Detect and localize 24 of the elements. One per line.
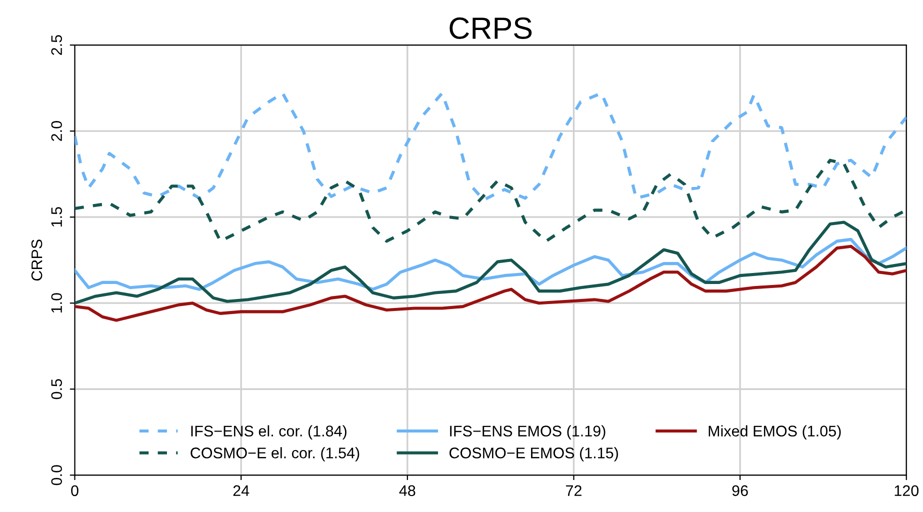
line-series [74, 220, 906, 305]
legend-label: COSMO−E EMOS (1.15) [450, 447, 618, 462]
x-tick-label: 24 [233, 485, 250, 496]
x-tick-label: 96 [732, 485, 748, 496]
y-tick-label: 2.0 [51, 121, 62, 141]
x-tick-label: 72 [566, 485, 582, 496]
legend-label: IFS−ENS EMOS (1.19) [450, 425, 606, 440]
y-tick-label: 2.5 [51, 35, 62, 55]
x-tick-label: 0 [71, 485, 78, 496]
x-tick-label: 120 [894, 485, 919, 496]
y-axis-title: CRPS [31, 240, 42, 281]
y-tick-label: 1.0 [51, 293, 62, 313]
legend-label: Mixed EMOS (1.05) [708, 425, 841, 440]
x-tick-label: 48 [399, 485, 416, 496]
line-series [74, 92, 906, 202]
line-series [74, 158, 906, 243]
legend-label: COSMO−E el. cor. (1.54) [190, 447, 360, 462]
y-tick-label: 0.0 [51, 465, 62, 486]
legend-label: IFS−ENS el. cor. (1.84) [191, 425, 346, 440]
y-tick-label: 0.5 [51, 379, 62, 400]
line-series [74, 244, 906, 322]
chart-title: CRPS [450, 17, 532, 40]
y-tick-label: 1.5 [51, 207, 62, 227]
line-series [74, 238, 906, 291]
